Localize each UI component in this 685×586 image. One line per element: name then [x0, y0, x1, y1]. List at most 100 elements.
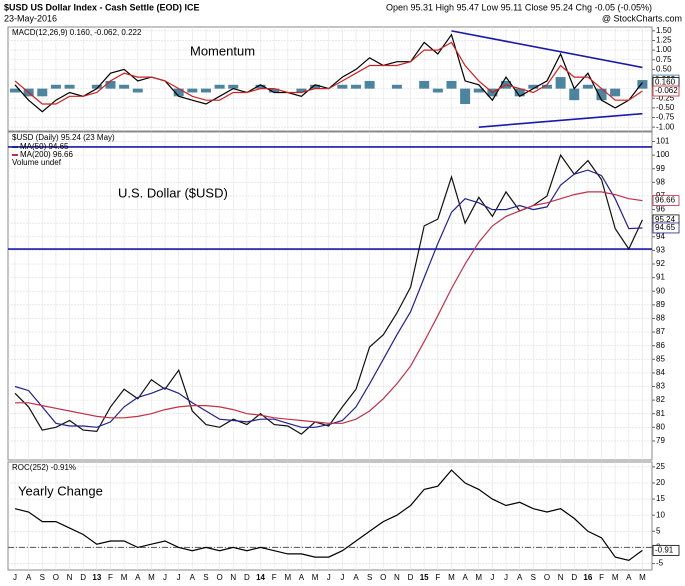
histogram-bar	[64, 84, 75, 89]
histogram-bar	[528, 84, 539, 89]
x-tick-label: D	[80, 573, 86, 582]
histogram-bar	[446, 80, 457, 89]
x-tick-label: F	[435, 573, 440, 582]
x-tick-label: F	[108, 573, 113, 582]
x-tick-label: J	[13, 573, 17, 582]
x-tick-label: O	[544, 573, 550, 582]
histogram-bar	[37, 88, 48, 97]
source: @ StockCharts.com	[602, 13, 682, 23]
y-tick-label: 10	[656, 510, 665, 519]
value-flag-label: 96.66	[655, 196, 676, 205]
x-tick-label: D	[244, 573, 250, 582]
y-tick-label: -0.25	[656, 93, 675, 102]
y-tick-label: 0.50	[656, 64, 672, 73]
histogram-bar	[228, 84, 239, 89]
value-flag-label: -0.91	[655, 545, 674, 554]
x-tick-label: A	[462, 573, 468, 582]
histogram-bar	[269, 88, 280, 93]
x-tick-label: S	[40, 573, 45, 582]
annotation: Momentum	[190, 43, 255, 58]
x-tick-label: J	[490, 573, 494, 582]
series-line	[14, 41, 643, 105]
x-tick-label: 15	[420, 573, 429, 582]
trend-line	[478, 112, 643, 128]
value-flag	[652, 544, 680, 556]
x-tick-label: 16	[583, 573, 592, 582]
x-tick-label: D	[408, 573, 414, 582]
y-tick-label: 79	[656, 436, 665, 445]
histogram-bar	[187, 88, 198, 93]
x-tick-label: M	[148, 573, 155, 582]
y-tick-label: 81	[656, 409, 665, 418]
x-tick-label: J	[327, 573, 331, 582]
histogram-bar	[105, 80, 116, 89]
y-tick-label: 87	[656, 327, 665, 336]
x-tick-label: S	[367, 573, 372, 582]
x-tick-label: A	[190, 573, 196, 582]
histogram-bar	[364, 80, 375, 89]
date: 23-May-2016	[4, 13, 57, 23]
panel-frame	[7, 131, 653, 461]
x-tick-label: D	[571, 573, 577, 582]
histogram-bar	[173, 88, 184, 97]
histogram-bar	[419, 80, 430, 89]
y-tick-label: 96	[656, 205, 665, 214]
y-tick-label: 90	[656, 286, 665, 295]
y-tick-label: 1.25	[656, 36, 672, 45]
y-tick-label: 80	[656, 422, 665, 431]
x-tick-label: M	[284, 573, 291, 582]
panel-title: ROC(252) -0.91%	[12, 463, 76, 472]
y-tick-label: 20	[656, 478, 665, 487]
histogram-bar	[555, 77, 566, 89]
histogram-bar	[337, 84, 348, 89]
series-line	[14, 469, 643, 561]
y-tick-label: -1.00	[656, 122, 675, 131]
x-tick-label: N	[394, 573, 400, 582]
histogram-bar	[119, 84, 130, 89]
y-tick-label: 91	[656, 273, 665, 282]
histogram-bar	[50, 84, 61, 89]
histogram-bar	[10, 88, 20, 93]
x-tick-label: J	[340, 573, 344, 582]
y-tick-label: 83	[656, 382, 665, 391]
histogram-bar	[569, 88, 580, 101]
y-tick-label: 0.75	[656, 55, 672, 64]
x-tick-label: A	[626, 573, 632, 582]
x-tick-label: 14	[256, 573, 265, 582]
x-tick-label: A	[517, 573, 523, 582]
histogram-bar	[596, 88, 607, 101]
trend-line	[451, 30, 643, 69]
y-tick-label: 1.00	[656, 45, 672, 54]
legend-note: Volume undef	[12, 158, 62, 167]
x-tick-label: M	[475, 573, 482, 582]
panel-title: MACD(12,26,9) 0.160, -0.062, 0.222	[12, 28, 142, 37]
y-tick-label: -0.75	[656, 113, 675, 122]
histogram-bar	[296, 88, 307, 93]
y-tick-label: 101	[656, 137, 670, 146]
x-tick-label: J	[177, 573, 181, 582]
x-tick-label: J	[504, 573, 508, 582]
histogram-bar	[514, 88, 525, 97]
y-tick-label: 88	[656, 314, 665, 323]
ohlc: Open 95.31 High 95.47 Low 95.11 Close 95…	[386, 2, 652, 12]
x-tick-label: A	[26, 573, 32, 582]
x-tick-label: O	[53, 573, 59, 582]
x-tick-label: M	[448, 573, 455, 582]
y-tick-label: 98	[656, 177, 665, 186]
y-tick-label: 82	[656, 395, 665, 404]
histogram-bar	[582, 84, 593, 89]
y-tick-label: 1.50	[656, 26, 672, 35]
value-flag	[652, 195, 680, 206]
x-tick-label: M	[121, 573, 128, 582]
histogram-bar	[432, 88, 443, 93]
chart-title: $USD US Dollar Index - Cash Settle (EOD)…	[4, 2, 200, 12]
x-tick-label: N	[67, 573, 73, 582]
x-tick-label: M	[312, 573, 319, 582]
y-tick-label: 89	[656, 300, 665, 309]
histogram-bar	[391, 84, 402, 89]
y-tick-label: 100	[656, 150, 670, 159]
y-tick-label: 86	[656, 341, 665, 350]
series-line	[15, 191, 643, 424]
x-tick-label: A	[135, 573, 141, 582]
